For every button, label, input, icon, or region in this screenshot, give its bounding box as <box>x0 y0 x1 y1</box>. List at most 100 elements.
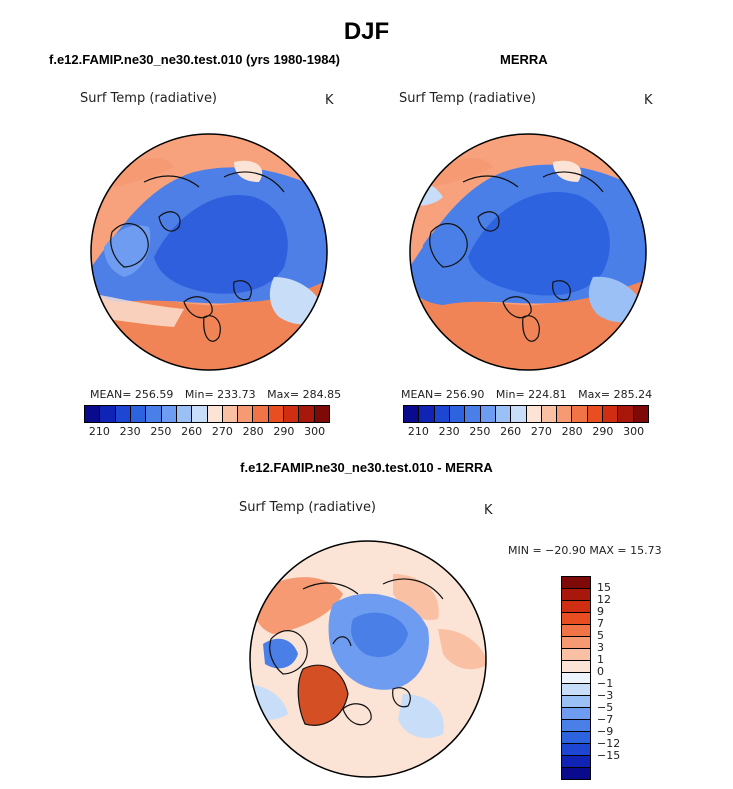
colorbar-swatch <box>562 577 590 588</box>
colorbar-swatch <box>562 671 590 684</box>
left-stats: MEAN= 256.59 Min= 233.73 Max= 284.85 <box>90 388 341 401</box>
colorbar-swatch <box>313 406 329 422</box>
colorbar-tick-label: 280 <box>561 425 583 438</box>
colorbar-swatch <box>617 406 633 422</box>
diff-colorbar-ticks: 15 12 9 7 5 3 1 0 −1 −3 −5 −7 −9 −12 −15 <box>597 576 637 780</box>
right-mean-value: 256.90 <box>445 388 485 401</box>
colorbar-swatch <box>562 659 590 672</box>
colorbar-swatch <box>175 406 192 422</box>
colorbar-swatch <box>283 406 299 422</box>
colorbar-swatch <box>562 611 590 624</box>
left-variable-label: Surf Temp (radiative) <box>80 91 218 106</box>
colorbar-swatch <box>298 406 314 422</box>
colorbar-swatch <box>562 767 590 779</box>
colorbar-tick-label: −12 <box>597 737 621 750</box>
right-variable-label: Surf Temp (radiative) <box>399 91 537 106</box>
colorbar-swatch <box>562 647 590 660</box>
right-min-value: 224.81 <box>528 388 567 401</box>
left-min-value: 233.73 <box>217 388 256 401</box>
right-mean-label: MEAN= <box>401 388 443 401</box>
colorbar-tick-label: −9 <box>597 725 614 738</box>
colorbar-swatch <box>562 731 590 744</box>
colorbar-swatch <box>571 406 587 422</box>
colorbar-tick-label: 3 <box>597 641 604 654</box>
colorbar-tick-label: 250 <box>469 425 491 438</box>
colorbar-swatch <box>418 406 434 422</box>
colorbar-swatch <box>160 406 176 422</box>
left-max-value: 284.85 <box>302 388 342 401</box>
colorbar-swatch <box>562 623 590 636</box>
right-polar-map <box>409 133 647 371</box>
colorbar-swatch <box>494 406 511 422</box>
colorbar-tick-label: 290 <box>273 425 295 438</box>
colorbar-tick-label: −1 <box>597 677 614 690</box>
colorbar-tick-label: 15 <box>597 581 611 594</box>
colorbar-swatch <box>556 406 572 422</box>
colorbar-swatch <box>464 406 480 422</box>
colorbar-swatch <box>433 406 449 422</box>
colorbar-swatch <box>237 406 253 422</box>
colorbar-swatch <box>562 743 590 756</box>
colorbar-swatch <box>510 406 526 422</box>
diff-variable-label: Surf Temp (radiative) <box>239 500 377 515</box>
colorbar-tick-label: 12 <box>597 593 611 606</box>
right-colorbar-ticks: 210 230 250 260 270 280 290 300 <box>403 425 649 439</box>
colorbar-tick-label: 5 <box>597 629 604 642</box>
colorbar-swatch <box>562 599 590 612</box>
colorbar-tick-label: −7 <box>597 713 614 726</box>
right-colorbar <box>403 405 649 423</box>
colorbar-swatch <box>206 406 222 422</box>
colorbar-swatch <box>562 755 590 767</box>
colorbar-tick-label: −15 <box>597 749 621 762</box>
colorbar-tick-label: 250 <box>150 425 172 438</box>
diff-panel-title: f.e12.FAMIP.ne30_ne30.test.010 - MERRA <box>240 460 493 475</box>
colorbar-swatch <box>632 406 648 422</box>
left-max-label: Max= <box>267 388 300 401</box>
colorbar-swatch <box>114 406 130 422</box>
colorbar-swatch <box>191 406 207 422</box>
colorbar-tick-label: −3 <box>597 689 614 702</box>
colorbar-tick-label: 9 <box>597 605 604 618</box>
left-mean-label: MEAN= <box>90 388 132 401</box>
left-panel-title: f.e12.FAMIP.ne30_ne30.test.010 (yrs 1980… <box>49 52 340 67</box>
colorbar-tick-label: 210 <box>407 425 429 438</box>
season-title: DJF <box>343 18 390 45</box>
colorbar-swatch <box>252 406 268 422</box>
left-min-label: Min= <box>184 388 214 401</box>
colorbar-tick-label: 280 <box>242 425 264 438</box>
colorbar-swatch <box>479 406 495 422</box>
diff-polar-map <box>249 540 487 778</box>
right-min-label: Min= <box>495 388 525 401</box>
right-stats: MEAN= 256.90 Min= 224.81 Max= 285.24 <box>401 388 652 401</box>
colorbar-tick-label: −5 <box>597 701 614 714</box>
colorbar-tick-label: 0 <box>597 665 604 678</box>
left-units-label: K <box>325 93 334 108</box>
colorbar-swatch <box>129 406 146 422</box>
left-colorbar-ticks: 210 230 250 260 270 280 290 300 <box>84 425 330 439</box>
colorbar-swatch <box>562 587 590 600</box>
diff-units-label: K <box>484 503 493 518</box>
colorbar-tick-label: 270 <box>211 425 233 438</box>
colorbar-tick-label: 270 <box>530 425 552 438</box>
left-mean-value: 256.59 <box>134 388 174 401</box>
colorbar-tick-label: 210 <box>88 425 110 438</box>
right-panel-title: MERRA <box>500 52 548 67</box>
colorbar-swatch <box>267 406 284 422</box>
colorbar-swatch <box>562 695 590 708</box>
colorbar-tick-label: 230 <box>438 425 460 438</box>
colorbar-swatch <box>562 683 590 696</box>
diff-minmax: MIN = −20.90 MAX = 15.73 <box>508 544 662 557</box>
colorbar-swatch <box>99 406 115 422</box>
colorbar-tick-label: 260 <box>500 425 522 438</box>
right-units-label: K <box>644 93 653 108</box>
colorbar-tick-label: 290 <box>592 425 614 438</box>
colorbar-swatch <box>525 406 541 422</box>
right-max-value: 285.24 <box>613 388 653 401</box>
colorbar-tick-label: 300 <box>623 425 645 438</box>
colorbar-tick-label: 230 <box>119 425 141 438</box>
colorbar-swatch <box>448 406 465 422</box>
colorbar-swatch <box>85 406 100 422</box>
colorbar-swatch <box>221 406 238 422</box>
colorbar-tick-label: 1 <box>597 653 604 666</box>
colorbar-swatch <box>562 707 590 720</box>
